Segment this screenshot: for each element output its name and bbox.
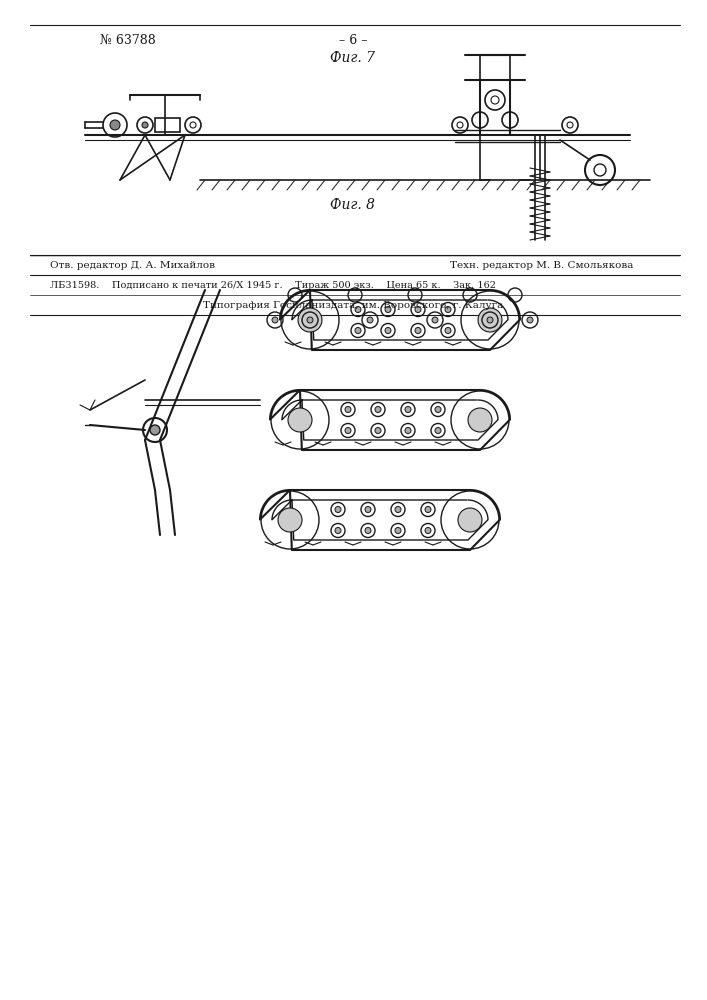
Circle shape — [355, 328, 361, 334]
Text: Отв. редактор Д. А. Михайлов: Отв. редактор Д. А. Михайлов — [50, 260, 215, 269]
Circle shape — [288, 408, 312, 432]
Circle shape — [278, 508, 302, 532]
Text: Типография Госпланиздата, им. Воровского, г. Калуга: Типография Госпланиздата, им. Воровского… — [203, 300, 503, 310]
Circle shape — [445, 328, 451, 334]
Circle shape — [307, 317, 313, 323]
Circle shape — [365, 528, 371, 534]
Circle shape — [405, 428, 411, 434]
Circle shape — [458, 508, 482, 532]
Circle shape — [150, 425, 160, 435]
Text: ЛБ31598.    Подписано к печати 26/X 1945 г.    Тираж 500 экз.    Цена 65 к.    З: ЛБ31598. Подписано к печати 26/X 1945 г.… — [50, 280, 496, 290]
Circle shape — [110, 120, 120, 130]
Circle shape — [468, 408, 492, 432]
Circle shape — [425, 506, 431, 512]
Circle shape — [395, 528, 401, 534]
Circle shape — [395, 506, 401, 512]
Circle shape — [298, 308, 322, 332]
Text: – 6 –: – 6 – — [339, 33, 367, 46]
Text: Фиг. 8: Фиг. 8 — [330, 198, 375, 212]
Circle shape — [527, 317, 533, 323]
Circle shape — [367, 317, 373, 323]
Circle shape — [487, 317, 493, 323]
Circle shape — [335, 506, 341, 512]
Circle shape — [365, 506, 371, 512]
Circle shape — [335, 528, 341, 534]
Text: Фиг. 7: Фиг. 7 — [330, 51, 375, 65]
Circle shape — [478, 308, 502, 332]
Circle shape — [355, 306, 361, 312]
Circle shape — [445, 306, 451, 312]
Circle shape — [415, 328, 421, 334]
Circle shape — [272, 317, 278, 323]
Circle shape — [345, 428, 351, 434]
Text: Техн. редактор М. В. Смольякова: Техн. редактор М. В. Смольякова — [450, 260, 633, 269]
Bar — [155, 118, 180, 132]
Circle shape — [435, 406, 441, 412]
Circle shape — [435, 428, 441, 434]
Circle shape — [345, 406, 351, 412]
Circle shape — [432, 317, 438, 323]
Circle shape — [425, 528, 431, 534]
Circle shape — [142, 122, 148, 128]
Text: № 63788: № 63788 — [100, 33, 156, 46]
Circle shape — [405, 406, 411, 412]
Circle shape — [385, 328, 391, 334]
Circle shape — [375, 428, 381, 434]
Circle shape — [385, 306, 391, 312]
Circle shape — [415, 306, 421, 312]
Circle shape — [375, 406, 381, 412]
